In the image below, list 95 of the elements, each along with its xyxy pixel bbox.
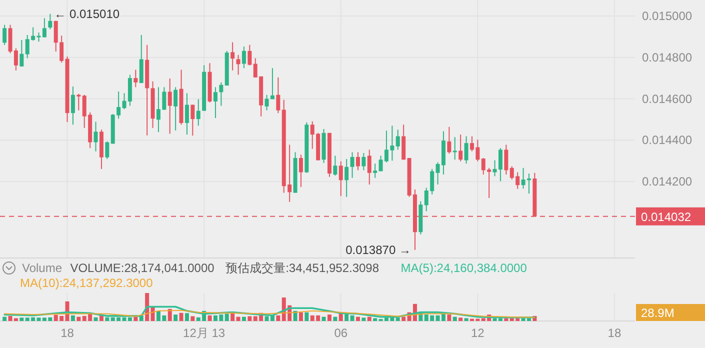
bar [190, 316, 195, 321]
bar [356, 316, 360, 321]
x-tick-label: 06 [334, 326, 348, 340]
x-tick-label: 18 [608, 326, 622, 340]
candlestick [134, 69, 138, 88]
bar [458, 318, 463, 321]
y-tick-label: 0.014600 [642, 92, 692, 106]
y-tick-label: 0.015000 [642, 8, 692, 23]
bar [70, 315, 75, 321]
bar [248, 316, 252, 321]
candlestick [276, 76, 280, 114]
candlestick [350, 152, 354, 178]
candlestick [396, 129, 400, 150]
series-label: MA(10):24,137,292.3000 [20, 276, 154, 290]
bar [464, 318, 468, 321]
bar [150, 307, 155, 321]
y-tick-label: 0.014200 [642, 174, 692, 189]
candlestick [344, 158, 349, 198]
ref-line-label: 0.014032 [641, 210, 692, 224]
candlestick [230, 42, 235, 71]
bar [452, 316, 457, 321]
bar [242, 316, 246, 321]
x-tick-label: 12 [470, 326, 485, 340]
bar [134, 316, 138, 321]
bar [94, 317, 98, 321]
candlestick [236, 54, 240, 76]
candlestick [338, 160, 343, 197]
candlestick [76, 93, 81, 111]
annotation: ← 0.015010 [54, 6, 120, 21]
bar [76, 316, 81, 321]
candlestick [105, 140, 110, 160]
bar [105, 317, 110, 321]
candlestick [504, 144, 508, 176]
text: VOLUME:28,174,041.0000 [70, 261, 215, 275]
candlestick [464, 136, 468, 164]
candlestick [264, 94, 269, 111]
bar [236, 316, 240, 321]
chart-title: Volume [22, 261, 62, 275]
bar [20, 318, 24, 321]
candlestick [184, 92, 189, 136]
candlestick [213, 86, 218, 119]
candlestick [196, 98, 200, 126]
bar [396, 318, 400, 321]
annotation: 0.013870 → [346, 242, 411, 257]
bar [362, 318, 366, 321]
bar [373, 318, 378, 321]
candlestick [298, 154, 303, 188]
bar [184, 313, 189, 321]
bar [276, 315, 280, 321]
candlestick [20, 39, 24, 67]
bar [367, 316, 372, 321]
candlestick [190, 104, 195, 136]
x-tick-label: 12月 13 [183, 326, 226, 340]
candlestick [333, 155, 338, 176]
bar [304, 312, 309, 321]
bar [350, 315, 354, 321]
candlestick [94, 121, 98, 152]
candlestick [219, 82, 224, 106]
candlestick [373, 163, 378, 178]
candlestick [174, 86, 178, 131]
bar [174, 314, 178, 321]
bar [327, 314, 332, 321]
candlestick [168, 78, 172, 134]
candlestick [139, 34, 144, 84]
bar [402, 316, 406, 321]
text: MA(5):24,160,384.0000 [400, 261, 528, 275]
candlestick [402, 124, 406, 160]
text: 预估成交量:34,451,952.3098 [226, 261, 380, 275]
x-tick-label: 18 [60, 326, 74, 340]
bar [344, 314, 349, 321]
bar [168, 308, 172, 321]
candlestick [356, 152, 360, 171]
candlestick [2, 24, 7, 46]
y-tick-label: 0.014800 [642, 50, 692, 64]
bar [333, 316, 338, 321]
y-tick-label: 0.014400 [642, 133, 692, 148]
candlestick [447, 126, 452, 154]
candlestick [248, 44, 252, 66]
bar [298, 312, 303, 321]
candlestick [242, 46, 246, 69]
candlestick [458, 134, 463, 162]
candlestick [70, 86, 75, 126]
candlestick [362, 152, 366, 171]
bar [230, 312, 235, 321]
bar [2, 316, 7, 321]
candlestick [270, 68, 274, 100]
candlestick [48, 13, 52, 30]
candlestick [452, 136, 457, 160]
candlestick [367, 149, 372, 185]
bar [447, 314, 452, 321]
bar [208, 315, 212, 321]
text: 28.9M [641, 306, 674, 320]
bar [322, 316, 326, 321]
bar [224, 314, 229, 321]
bar [179, 312, 184, 321]
